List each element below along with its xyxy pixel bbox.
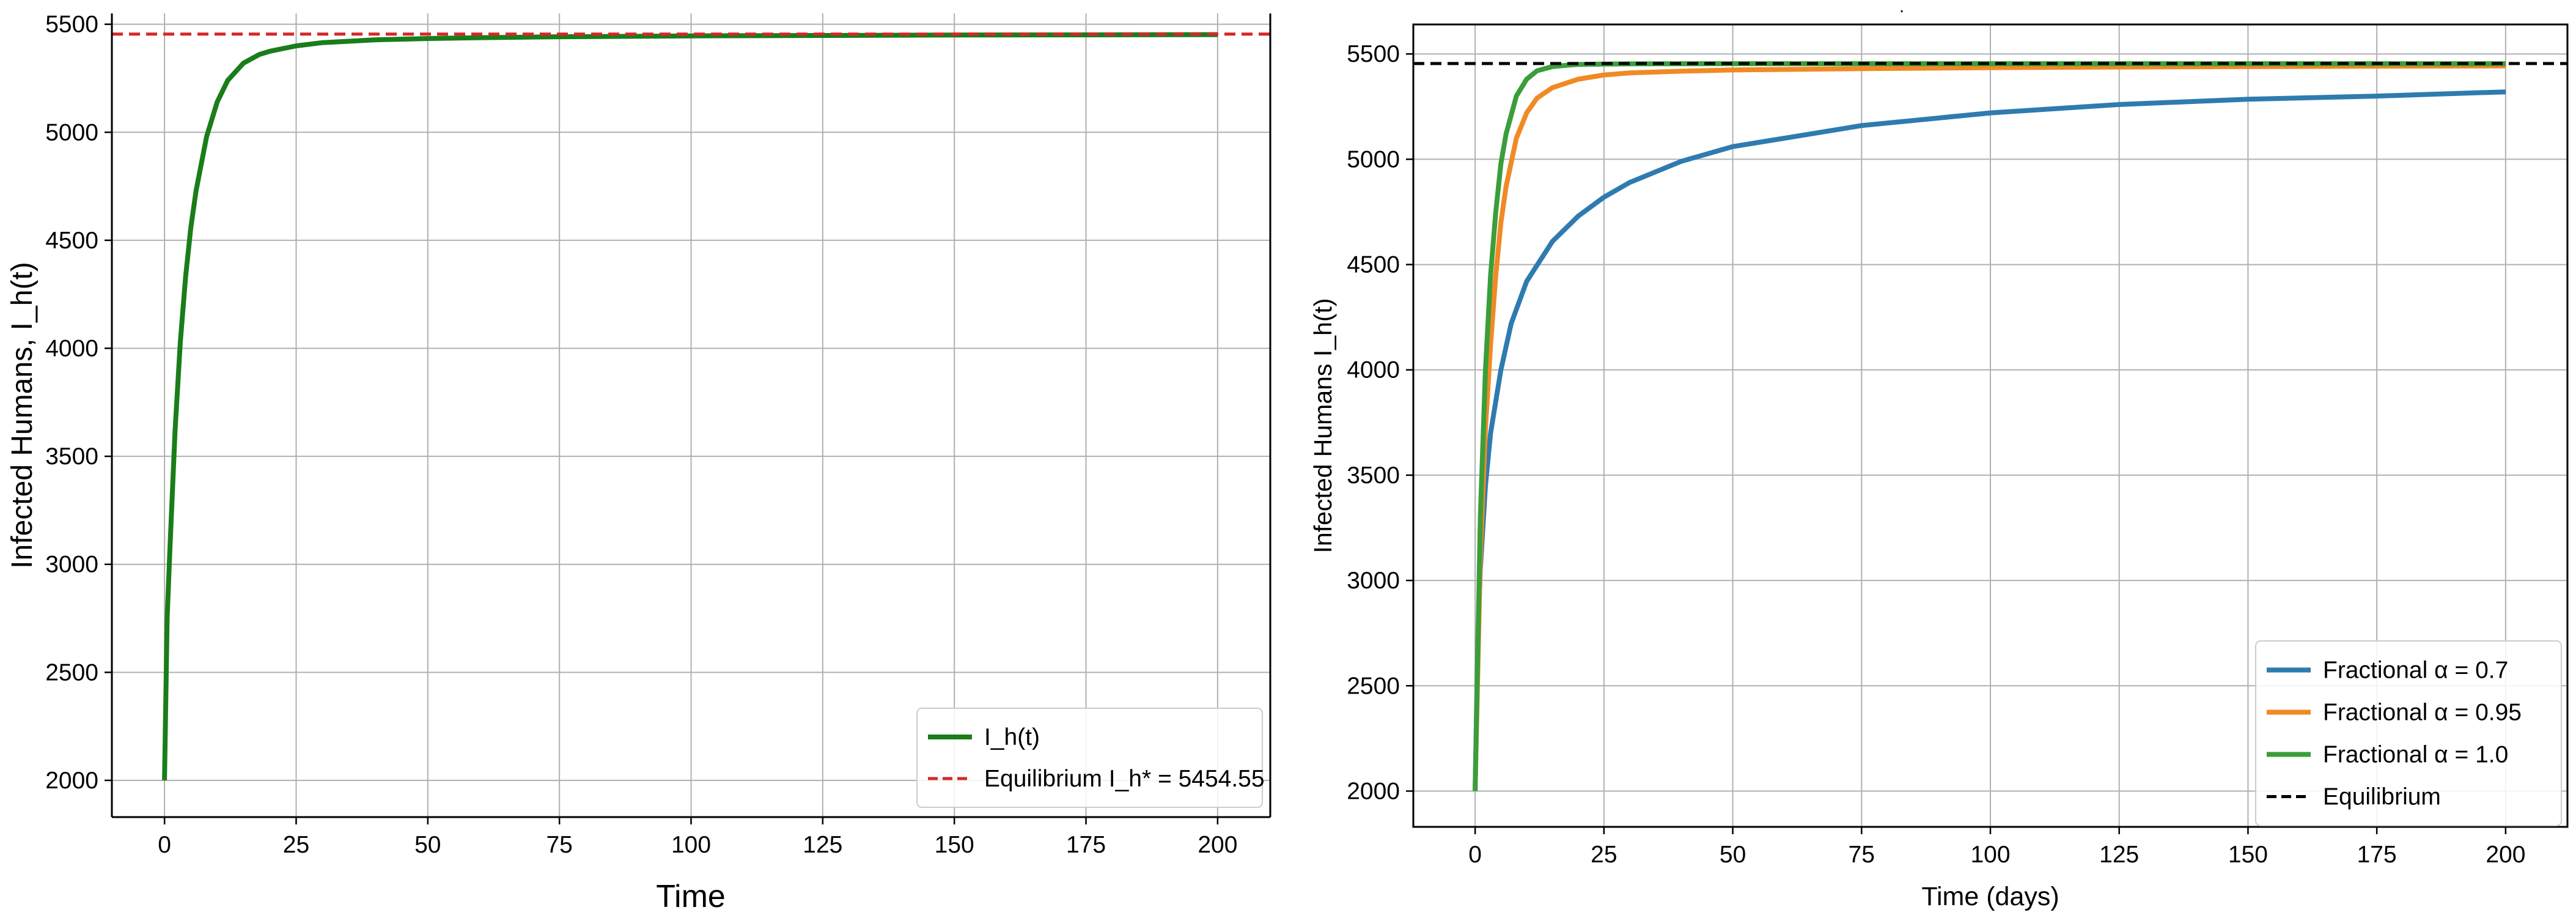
- left-y-tick-label: 5500: [45, 12, 98, 38]
- right-series-line-2: [1473, 61, 2506, 791]
- left-x-tick-label: 150: [935, 832, 974, 858]
- left-chart-grid: [112, 13, 1270, 817]
- left-y-tick-label: 4000: [45, 336, 98, 362]
- left-x-tick-label: 100: [671, 832, 711, 858]
- right-y-tick-label: 2000: [1347, 778, 1400, 804]
- right-x-tick-label: 0: [1468, 842, 1482, 868]
- right-x-tick-label: 100: [1970, 842, 2010, 868]
- left-x-tick-label: 0: [158, 832, 171, 858]
- left-chart-series: [112, 32, 1270, 781]
- left-chart-legend: I_h(t) Equilibrium I_h* = 5454.55: [916, 708, 1265, 808]
- right-chart: 0 25 50 75 100 125 150 175 200 2000 2500 3000 3500 40…: [1309, 0, 2569, 911]
- right-y-tick-label: 5500: [1347, 41, 1400, 67]
- right-legend-label: Fractional α = 0.95: [2323, 700, 2522, 726]
- right-y-tick-label: 5000: [1347, 146, 1400, 172]
- left-y-tick-label: 5000: [45, 119, 98, 146]
- right-y-tick-label: 3500: [1347, 462, 1400, 489]
- right-chart-ticks: 0 25 50 75 100 125 150 175 200 2000 2500 3000 3500 40…: [1347, 41, 2525, 868]
- right-x-tick-label: 25: [1591, 842, 1617, 868]
- left-y-tick-label: 3000: [45, 552, 98, 578]
- right-x-tick-label: 200: [2486, 842, 2525, 868]
- left-series-line-0: [162, 32, 1218, 781]
- left-y-tick-label: 2000: [45, 768, 98, 794]
- left-chart-ticks: 0 25 50 75 100 125 150 175 200 2000 2500 3000 3500 40…: [45, 12, 1237, 858]
- right-y-tick-label: 3000: [1347, 568, 1400, 594]
- right-chart-legend: Fractional α = 0.7 Fractional α = 0.95 Fra…: [2255, 640, 2562, 826]
- left-y-tick-label: 2500: [45, 659, 98, 686]
- right-x-tick-label: 50: [1720, 842, 1746, 868]
- left-x-tick-label: 75: [546, 832, 572, 858]
- left-y-tick-label: 3500: [45, 443, 98, 470]
- left-y-tick-label: 4500: [45, 228, 98, 254]
- left-x-tick-label: 25: [283, 832, 309, 858]
- right-x-tick-label: 75: [1849, 842, 1875, 868]
- left-legend-label: I_h(t): [984, 724, 1040, 750]
- right-legend-label: Fractional α = 0.7: [2323, 657, 2508, 684]
- right-series-line-0: [1473, 89, 2506, 791]
- left-legend-label: Equilibrium I_h* = 5454.55: [984, 766, 1265, 792]
- left-chart-y-axis-label: Infected Humans, I_h(t): [6, 262, 39, 569]
- right-legend-box: [2255, 640, 2562, 826]
- right-chart-x-axis-label: Time (days): [1921, 882, 2059, 911]
- right-legend-label: Equilibrium: [2323, 784, 2441, 810]
- left-chart: 0 25 50 75 100 125 150 175 200 2000 2500 3000 3500 40…: [6, 12, 1271, 914]
- right-chart-title: .: [1899, 0, 1904, 17]
- left-x-tick-label: 50: [414, 832, 441, 858]
- left-chart-x-axis-label: Time: [656, 879, 726, 914]
- right-x-tick-label: 125: [2099, 842, 2139, 868]
- right-chart-series: [1413, 61, 2567, 791]
- right-x-tick-label: 175: [2357, 842, 2397, 868]
- right-y-tick-label: 4000: [1347, 357, 1400, 383]
- left-legend-box: [916, 708, 1263, 808]
- right-chart-y-axis-label: Infected Humans I_h(t): [1309, 298, 1337, 553]
- left-x-tick-label: 125: [803, 832, 842, 858]
- right-legend-label: Fractional α = 1.0: [2323, 742, 2508, 768]
- right-series-line-1: [1473, 63, 2506, 791]
- left-x-tick-label: 175: [1066, 832, 1106, 858]
- right-x-tick-label: 150: [2228, 842, 2268, 868]
- right-y-tick-label: 4500: [1347, 252, 1400, 278]
- right-y-tick-label: 2500: [1347, 673, 1400, 699]
- left-x-tick-label: 200: [1198, 832, 1237, 858]
